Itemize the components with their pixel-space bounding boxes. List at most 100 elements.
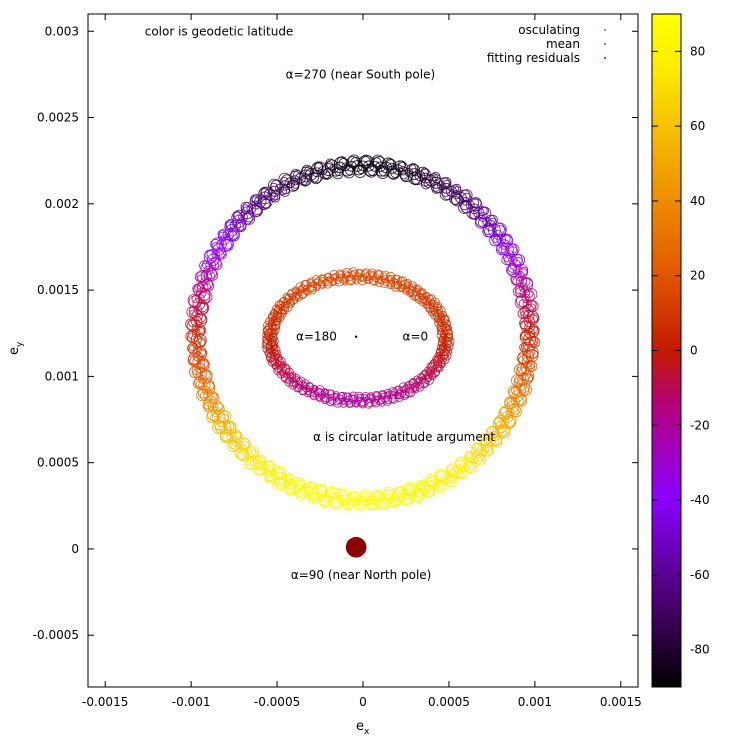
- data-point: [355, 501, 365, 512]
- data-point: [357, 275, 367, 286]
- data-point: [365, 165, 378, 178]
- data-point: [342, 500, 354, 511]
- data-point: [207, 390, 218, 401]
- x-tick-label: -0.0005: [254, 695, 300, 709]
- data-point: [524, 288, 534, 298]
- data-point: [260, 186, 272, 198]
- data-point: [227, 227, 240, 240]
- data-point: [528, 335, 539, 346]
- data-point: [513, 384, 526, 397]
- data-point: [317, 277, 327, 287]
- data-point: [440, 182, 452, 194]
- data-point: [408, 281, 418, 291]
- data-point: [246, 453, 256, 463]
- data-point: [519, 331, 529, 341]
- data-point: [497, 424, 510, 437]
- colorbar-ticks: 80 60 40 20 0 -20 -40 -60 -80: [652, 44, 710, 657]
- data-point: [309, 387, 319, 397]
- data-point: [208, 393, 219, 404]
- x-tick-label: 0.0015: [600, 695, 642, 709]
- data-point: [262, 326, 272, 336]
- data-point: [394, 486, 408, 499]
- data-point: [326, 485, 339, 499]
- data-point: [515, 395, 528, 407]
- data-point: [358, 155, 371, 169]
- x-tick-label: -0.001: [172, 695, 211, 709]
- data-point: [359, 489, 372, 501]
- legend-marker: [604, 57, 606, 59]
- annotation: α=90 (near North pole): [291, 568, 432, 582]
- data-point: [211, 241, 221, 251]
- x-tick-label: 0: [359, 695, 367, 709]
- data-point: [297, 288, 308, 299]
- data-point: [284, 177, 296, 189]
- annotations: color is geodetic latitude α=270 (near So…: [145, 24, 496, 582]
- data-point: [520, 344, 530, 354]
- data-point: [308, 172, 320, 183]
- data-rings: [185, 154, 541, 558]
- data-point: [438, 335, 446, 343]
- data-point: [197, 337, 207, 347]
- data-point: [496, 242, 508, 254]
- data-point: [290, 168, 301, 180]
- data-point: [197, 387, 209, 399]
- data-point: [259, 195, 273, 209]
- data-point: [328, 496, 341, 509]
- data-point: [203, 280, 215, 292]
- data-point: [326, 159, 338, 171]
- data-point: [367, 501, 377, 511]
- annotation: α is circular latitude argument: [313, 430, 495, 444]
- data-point: [229, 429, 242, 441]
- data-point: [391, 498, 401, 508]
- y-axis: -0.0005 0 0.0005 0.001 0.0015 0.002 0.0025 0.00…: [33, 24, 638, 642]
- x-tick-label: 0.001: [518, 695, 552, 709]
- data-point: [292, 170, 303, 180]
- data-point: [185, 318, 197, 331]
- data-point: [507, 264, 520, 278]
- data-point: [484, 225, 497, 238]
- data-point: [390, 279, 401, 290]
- data-point: [311, 275, 321, 284]
- data-point: [420, 168, 431, 180]
- data-point: [272, 304, 281, 313]
- data-point: [233, 209, 245, 221]
- data-point: [505, 407, 515, 417]
- data-point: [465, 461, 478, 474]
- data-point: [300, 174, 312, 186]
- data-point: [406, 285, 417, 296]
- data-point: [275, 477, 288, 490]
- data-point: [478, 212, 488, 222]
- data-point: [403, 278, 412, 287]
- data-point: [218, 228, 230, 239]
- data-point: [377, 395, 387, 405]
- data-point: [508, 255, 518, 265]
- data-point: [437, 338, 447, 348]
- colorbar-tick-label: 0: [690, 344, 698, 358]
- data-point: [201, 386, 211, 395]
- y-tick-label: 0.002: [45, 197, 79, 211]
- data-point: [419, 288, 427, 295]
- data-point: [262, 334, 271, 344]
- data-point: [198, 348, 208, 358]
- data-point: [211, 259, 223, 271]
- y-axis-label: ey: [7, 341, 25, 355]
- data-point: [195, 368, 207, 380]
- data-point: [349, 490, 360, 500]
- y-tick-label: 0.0015: [37, 283, 79, 297]
- data-point: [379, 272, 388, 280]
- data-point: [195, 293, 205, 304]
- data-point: [380, 275, 389, 284]
- data-point: [304, 166, 314, 176]
- data-point: [473, 442, 485, 454]
- data-point: [371, 390, 381, 400]
- annotation: α=0: [403, 330, 429, 344]
- data-point: [450, 195, 461, 206]
- data-point: [364, 277, 372, 284]
- data-point: [378, 499, 390, 511]
- colorbar-tick-label: -80: [690, 643, 710, 657]
- data-point: [492, 426, 504, 438]
- data-point: [455, 470, 464, 479]
- data-point: [400, 172, 410, 182]
- data-point: [219, 413, 229, 424]
- data-point: [511, 389, 524, 403]
